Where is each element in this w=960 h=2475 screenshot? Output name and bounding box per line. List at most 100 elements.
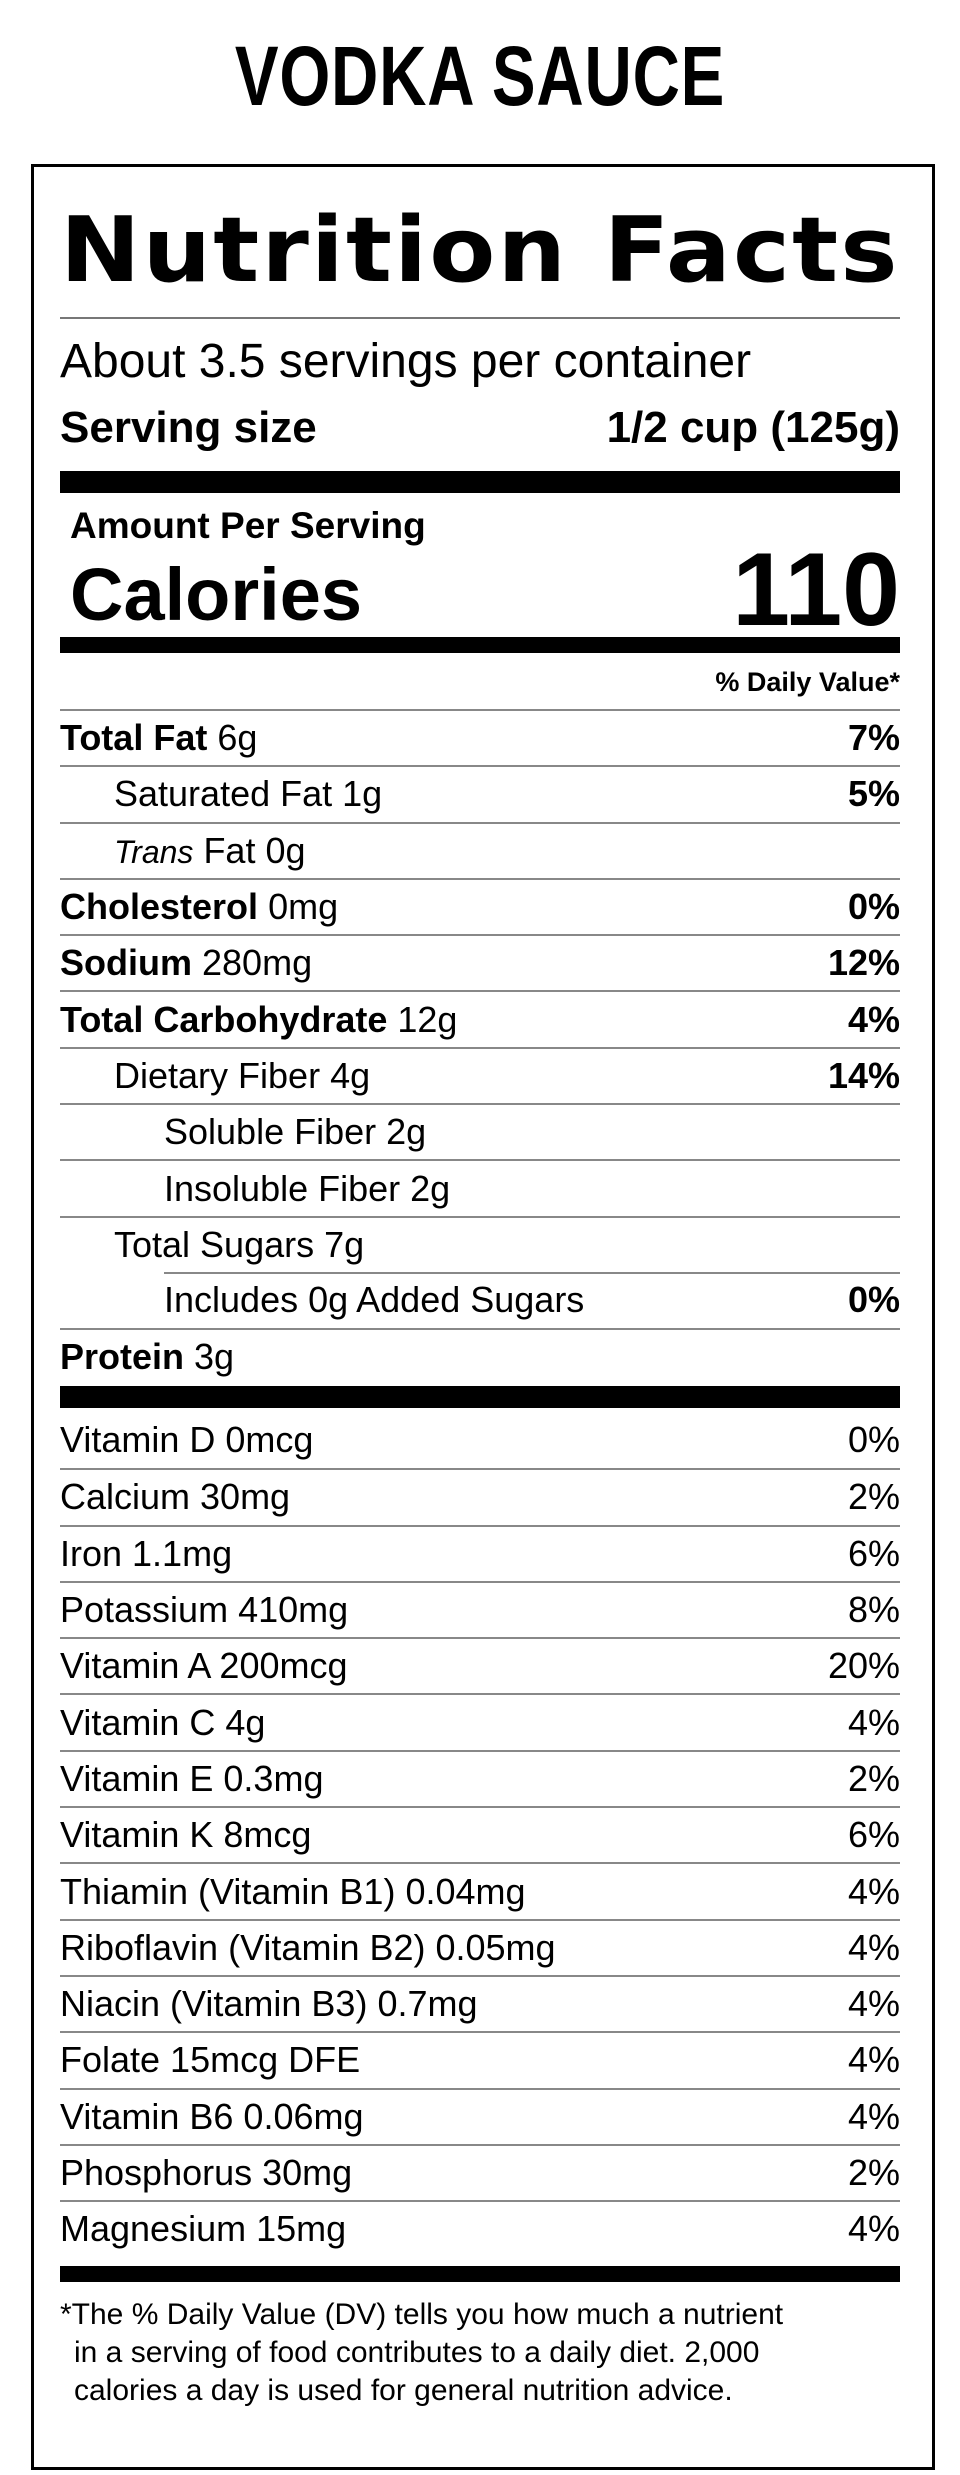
vitamin-name: Vitamin B6 0.06mg	[60, 2095, 364, 2137]
daily-value-percent: 2%	[847, 1476, 900, 1518]
nutrient-name-group: Dietary Fiber 4g	[60, 1055, 370, 1097]
vitamin-row: Magnesium 15mg 4%	[60, 2200, 900, 2256]
nutrient-amount: 0g	[265, 829, 306, 871]
nutrient-name: Includes 0g Added Sugars	[164, 1279, 585, 1321]
daily-value-percent: 4%	[847, 1983, 900, 2025]
nutrient-row: Total Carbohydrate 12g 4%	[60, 990, 900, 1046]
divider-thick	[60, 1386, 900, 1408]
vitamin-name: Folate 15mcg DFE	[60, 2039, 361, 2081]
nutrient-name: Trans	[114, 833, 194, 870]
footnote-line: calories a day is used for general nutri…	[74, 2374, 733, 2407]
daily-value-percent: 0%	[847, 886, 900, 928]
nutrient-name-group: Cholesterol 0mg	[60, 886, 338, 928]
nutrient-name-group: Soluble Fiber 2g	[60, 1111, 426, 1153]
nutrient-name-group: Total Fat 6g	[60, 717, 257, 759]
daily-value-percent: 4%	[847, 998, 900, 1040]
calories-value: 110	[732, 532, 900, 648]
daily-value-percent: 8%	[847, 1589, 900, 1631]
daily-value-percent: 4%	[847, 2095, 900, 2137]
nutrient-name: Saturated Fat	[114, 773, 333, 815]
nutrient-row: Total Sugars 7g	[60, 1215, 900, 1272]
servings-per-container: About 3.5 servings per container	[60, 335, 752, 388]
nutrient-amount: 280mg	[202, 942, 313, 984]
vitamin-name: Thiamin (Vitamin B1) 0.04mg	[60, 1870, 526, 1912]
daily-value-percent: 4%	[847, 2039, 900, 2081]
nutrient-amount: 2g	[386, 1111, 427, 1153]
serving-size-label: Serving size	[60, 403, 317, 452]
vitamin-name: Phosphorus 30mg	[60, 2152, 353, 2193]
nutrient-name: Total Carbohydrate	[60, 998, 388, 1040]
calories-label: Calories	[70, 553, 363, 636]
vitamin-name: Vitamin E 0.3mg	[60, 1757, 324, 1799]
nutrient-name-group: Includes 0g Added Sugars	[60, 1279, 584, 1321]
daily-value-percent: 4%	[847, 2208, 900, 2250]
vitamin-row: Thiamin (Vitamin B1) 0.04mg 4%	[60, 1862, 900, 1918]
nutrient-amount: 12g	[397, 998, 458, 1040]
vitamin-row: Phosphorus 30mg 2%	[60, 2143, 900, 2200]
daily-value-percent: 20%	[827, 1645, 900, 1687]
footnote: *The % Daily Value (DV) tells you how mu…	[60, 2296, 900, 2410]
daily-value-percent: 5%	[847, 773, 900, 815]
daily-value-percent: 7%	[847, 717, 900, 759]
nutrient-list: Total Fat 6g 7% Saturated Fat 1g 5% Trans Fa…	[60, 709, 900, 1385]
nutrient-name: Dietary Fiber	[114, 1054, 321, 1096]
nutrient-row: Insoluble Fiber 2g	[60, 1159, 900, 1215]
nutrient-row: Trans Fat 0g	[60, 821, 900, 878]
nutrient-name-group: Saturated Fat 1g	[60, 773, 382, 815]
vitamin-name: Iron 1.1mg	[60, 1532, 233, 1574]
vitamin-row: Vitamin C 4g 4%	[60, 1693, 900, 1749]
vitamin-name: Potassium 410mg	[60, 1589, 349, 1631]
daily-value-percent: 2%	[847, 2152, 900, 2193]
nutrition-label-frame	[31, 164, 935, 2470]
nutrient-name: Total Sugars	[114, 1223, 315, 1265]
vitamin-mineral-list: Vitamin D 0mcg 0% Calcium 30mg 2% Iron 1.1mg…	[60, 1412, 900, 2256]
nutrient-row: Cholesterol 0mg 0%	[60, 877, 900, 934]
nutrient-amount: 3g	[194, 1336, 235, 1378]
nutrient-row: Protein 3g	[60, 1328, 900, 1384]
vitamin-row: Vitamin D 0mcg 0%	[60, 1412, 900, 1468]
nutrient-amount: 1g	[342, 773, 383, 815]
vitamin-name: Calcium 30mg	[60, 1476, 291, 1518]
vitamin-name: Riboflavin (Vitamin B2) 0.05mg	[60, 1926, 556, 1968]
nutrient-amount: 2g	[410, 1167, 451, 1209]
daily-value-percent: 12%	[827, 942, 900, 984]
daily-value-percent: 6%	[847, 1814, 900, 1856]
vitamin-name: Vitamin K 8mcg	[60, 1814, 312, 1856]
amount-per-serving: Amount Per Serving	[70, 505, 426, 546]
daily-value-percent: 4%	[847, 1926, 900, 1968]
divider-medium	[60, 2266, 900, 2282]
nutrient-amount: 4g	[330, 1054, 371, 1096]
vitamin-row: Vitamin B6 0.06mg 4%	[60, 2087, 900, 2144]
daily-value-percent: 4%	[847, 1870, 900, 1912]
nutrient-name: Protein	[60, 1336, 185, 1378]
daily-value-header: % Daily Value*	[715, 667, 900, 697]
nutrient-name-suffix: Fat	[203, 829, 256, 871]
daily-value-percent: 6%	[847, 1532, 900, 1574]
nutrient-name: Soluble Fiber	[164, 1111, 377, 1153]
vitamin-name: Magnesium 15mg	[60, 2208, 347, 2250]
nutrient-row: Dietary Fiber 4g 14%	[60, 1046, 900, 1103]
vitamin-name: Vitamin A 200mcg	[60, 1645, 348, 1687]
nutrient-name: Sodium	[60, 942, 192, 984]
nutrient-name-group: Total Sugars 7g	[60, 1224, 364, 1266]
daily-value-percent: 2%	[847, 1757, 900, 1799]
nutrient-amount: 7g	[324, 1223, 365, 1265]
divider-thin	[60, 317, 900, 319]
divider-medium	[60, 637, 900, 653]
nutrient-name: Total Fat	[60, 717, 208, 759]
divider-thick	[60, 471, 900, 493]
nutrient-name-group: Protein 3g	[60, 1336, 234, 1378]
nutrient-amount: 0mg	[268, 886, 339, 928]
vitamin-row: Vitamin A 200mcg 20%	[60, 1637, 900, 1693]
nutrition-facts-heading: Nutrition Facts	[60, 198, 900, 303]
nutrient-row: Soluble Fiber 2g	[60, 1103, 900, 1159]
daily-value-percent: 4%	[847, 1701, 900, 1743]
daily-value-percent: 14%	[827, 1054, 900, 1096]
daily-value-percent: 0%	[847, 1279, 900, 1321]
product-title: VODKA SAUCE	[234, 29, 726, 123]
nutrient-name-group: Insoluble Fiber 2g	[60, 1168, 450, 1210]
vitamin-row: Calcium 30mg 2%	[60, 1468, 900, 1524]
vitamin-row: Folate 15mcg DFE 4%	[60, 2031, 900, 2087]
nutrient-name: Cholesterol	[60, 886, 259, 928]
serving-size-value: 1/2 cup (125g)	[606, 403, 900, 452]
